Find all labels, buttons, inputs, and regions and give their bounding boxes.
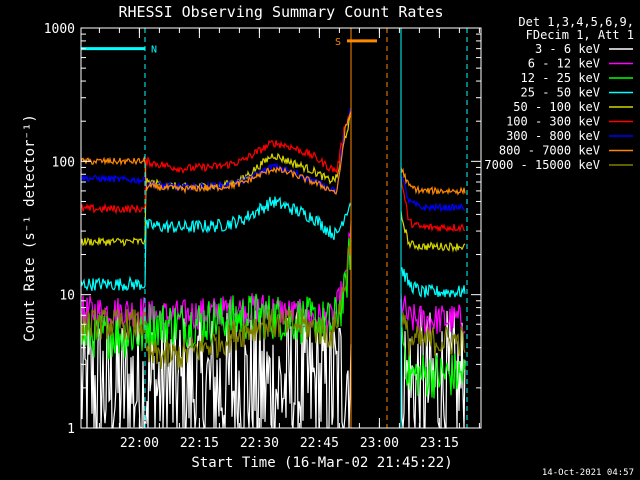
legend-entry-label: 50 - 100 keV <box>513 100 600 114</box>
x-tick-label: 23:15 <box>420 436 459 451</box>
legend-entry-label: 25 - 50 keV <box>521 86 600 100</box>
legend-entry-label: 7000 - 15000 keV <box>484 158 600 172</box>
y-tick-label: 10 <box>59 289 75 304</box>
series-line-5 <box>80 113 466 253</box>
series-line-9 <box>80 220 466 371</box>
x-tick-label: 23:00 <box>360 436 399 451</box>
y-axis-label: Count Rate (s⁻¹ detector⁻¹) <box>22 114 38 342</box>
legend-entry-label: 300 - 800 keV <box>506 129 600 143</box>
marker-label-1: N <box>151 45 157 56</box>
series-line-3 <box>80 238 466 399</box>
marker-label-2: S <box>335 37 341 48</box>
plot-frame <box>80 27 482 429</box>
x-tick-label: 22:45 <box>300 436 339 451</box>
x-tick-label: 22:30 <box>240 436 279 451</box>
series-line-8 <box>80 110 466 196</box>
axes: 1 10 100 1000 22:00 22:15 22:30 22:45 23:00 23:15 <box>44 22 482 451</box>
legend-entry-label: 100 - 300 keV <box>506 115 600 129</box>
legend-entry-label: 3 - 6 keV <box>535 42 600 56</box>
y-tick-label: 100 <box>52 155 75 170</box>
legend-entry-label: 800 - 7000 keV <box>499 144 600 158</box>
x-tick-label: 22:00 <box>120 436 159 451</box>
legend-title-line-2: FDecim 1, Att 1 <box>526 28 634 42</box>
series-line-4 <box>80 196 466 298</box>
chart-title: RHESSI Observing Summary Count Rates <box>118 3 443 21</box>
x-tick-label: 22:15 <box>180 436 219 451</box>
timestamp-label: 14-Oct-2021 04:57 <box>542 468 634 478</box>
y-tick-label: 1000 <box>44 22 75 37</box>
y-tick-label: 1 <box>67 422 75 437</box>
series-line-6 <box>80 113 466 233</box>
plot-area: NS <box>80 28 468 430</box>
legend-title-line-1: Det 1,3,4,5,6,9, <box>518 15 634 29</box>
legend-entry-label: 12 - 25 keV <box>521 71 600 85</box>
x-axis-label: Start Time (16-Mar-02 21:45:22) <box>191 455 452 471</box>
legend-entry-label: 6 - 12 keV <box>528 57 600 71</box>
